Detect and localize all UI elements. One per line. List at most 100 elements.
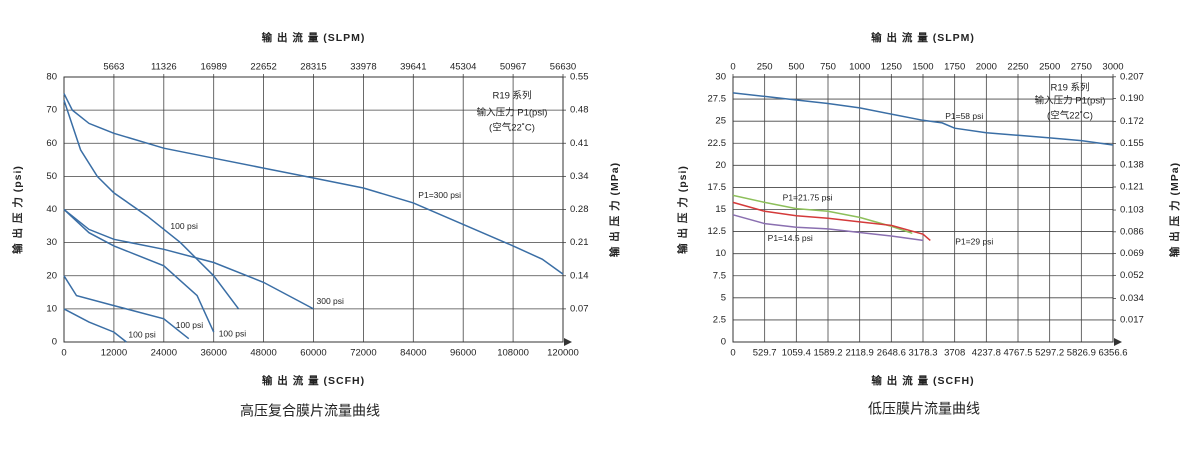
x-tick-label: 2648.6	[877, 348, 906, 359]
y-tick-label: 40	[46, 204, 57, 215]
x2-tick-label: 2500	[1039, 62, 1060, 73]
y2-tick-label: 0.28	[570, 204, 589, 215]
x-tick-label: 3178.3	[908, 348, 937, 359]
x-tick-label: 96000	[450, 348, 476, 359]
x2-tick-label: 2250	[1007, 62, 1028, 73]
plot-frame	[732, 76, 1114, 343]
x2-axis-title: 输 出 流 量 (SLPM)	[262, 31, 366, 44]
x-axis-title: 输 出 流 量 (SCFH)	[871, 374, 974, 387]
series-label: P1=58 psi	[945, 111, 983, 121]
x2-tick-label: 2750	[1071, 62, 1092, 73]
chart-caption: 低压膜片流量曲线	[868, 401, 980, 417]
y-tick-label: 20	[715, 160, 726, 171]
x-tick-label: 108000	[497, 348, 529, 359]
x2-tick-label: 1000	[849, 62, 870, 73]
y-tick-label: 7.5	[713, 270, 726, 281]
legend-note: (空气22˚C)	[1047, 110, 1093, 122]
y2-tick-label: 0.14	[570, 270, 589, 281]
x2-tick-label: 11326	[151, 62, 177, 73]
series-label: P1=14.5 psi	[768, 233, 813, 243]
y-tick-label: 5	[721, 292, 726, 303]
y-tick-label: 0	[52, 337, 57, 348]
x-axis-title: 输 出 流 量 (SCFH)	[262, 374, 365, 387]
y-tick-label: 27.5	[708, 94, 727, 105]
x2-tick-label: 5663	[103, 62, 124, 73]
y2-tick-label: 0.41	[570, 138, 589, 149]
axis-arrow	[1114, 338, 1122, 346]
legend-note: 输入压力 P1(psi)	[477, 107, 548, 119]
x2-tick-label: 1500	[912, 62, 933, 73]
y-tick-label: 15	[715, 204, 726, 215]
y-tick-label: 0	[721, 337, 726, 348]
series-line	[63, 99, 240, 310]
series-line	[63, 308, 127, 343]
x-tick-label: 4237.8	[972, 348, 1001, 359]
x2-axis-title: 输 出 流 量 (SLPM)	[871, 31, 975, 44]
x-tick-label: 6356.6	[1098, 348, 1127, 359]
chart-caption: 高压复合膜片流量曲线	[240, 403, 380, 419]
y-tick-label: 60	[46, 138, 57, 149]
x-tick-label: 4767.5	[1003, 348, 1032, 359]
series-line	[732, 194, 913, 235]
x2-tick-label: 28315	[300, 62, 326, 73]
legend-note: R19 系列	[492, 90, 531, 102]
y2-tick-label: 0.21	[570, 237, 589, 248]
x-tick-label: 5297.2	[1035, 348, 1064, 359]
x-tick-label: 3708	[944, 348, 965, 359]
series-line	[63, 93, 564, 275]
y2-tick-label: 0.207	[1120, 71, 1144, 82]
y-tick-label: 22.5	[708, 138, 727, 149]
y-tick-label: 50	[46, 171, 57, 182]
y2-tick-label: 0.190	[1120, 93, 1144, 104]
x2-tick-label: 3000	[1102, 62, 1123, 73]
x2-tick-label: 500	[788, 62, 804, 73]
y-tick-label: 20	[46, 270, 57, 281]
x-tick-label: 0	[730, 348, 735, 359]
y-tick-label: 25	[715, 116, 726, 127]
x-tick-label: 72000	[350, 348, 376, 359]
x-tick-label: 2118.9	[845, 348, 873, 359]
y2-tick-label: 0.48	[570, 105, 589, 116]
x2-tick-label: 0	[730, 62, 735, 73]
y-axis-title: 输 出 压 力 (psi)	[676, 165, 689, 254]
series-line	[63, 275, 190, 340]
y2-tick-label: 0.121	[1120, 181, 1144, 192]
series-label: 300 psi	[317, 296, 345, 306]
x2-tick-label: 750	[820, 62, 836, 73]
x-tick-label: 12000	[101, 348, 127, 359]
y-axis-title: 输 出 压 力 (psi)	[11, 165, 24, 254]
y2-tick-label: 0.07	[570, 303, 589, 314]
legend-note: (空气22˚C)	[489, 122, 535, 134]
y2-tick-label: 0.34	[570, 171, 589, 182]
x-tick-label: 36000	[200, 348, 226, 359]
series-line	[63, 208, 215, 333]
series-label: 100 psi	[176, 320, 204, 330]
x-tick-label: 1059.4	[782, 348, 811, 359]
y2-tick-label: 0.017	[1120, 315, 1144, 326]
x2-tick-label: 250	[757, 62, 773, 73]
x2-tick-label: 2000	[976, 62, 997, 73]
y-tick-label: 10	[715, 248, 726, 259]
series-label: 100 psi	[128, 329, 156, 339]
series-line	[732, 214, 924, 242]
y-tick-label: 80	[46, 72, 57, 83]
y-tick-label: 10	[46, 303, 57, 314]
series-label: P1=21.75 psi	[783, 193, 833, 203]
series-line	[732, 92, 1114, 146]
series-label: P1=29 psi	[955, 237, 993, 247]
y2-tick-label: 0.103	[1120, 205, 1144, 216]
y2-tick-label: 0.069	[1120, 248, 1144, 259]
series-label: 100 psi	[219, 328, 247, 338]
series-line	[63, 208, 314, 310]
y-tick-label: 30	[715, 72, 726, 83]
y2-tick-label: 0.034	[1120, 293, 1144, 304]
x-tick-label: 5826.9	[1067, 348, 1096, 359]
x2-tick-label: 22652	[250, 62, 276, 73]
x-tick-label: 0	[61, 348, 66, 359]
x2-tick-label: 1250	[881, 62, 902, 73]
x2-tick-label: 56630	[550, 62, 576, 73]
x2-tick-label: 16989	[200, 62, 226, 73]
series-label: P1=300 psi	[418, 190, 461, 200]
x-tick-label: 48000	[250, 348, 276, 359]
legend-note: 输入压力 P1(psi)	[1035, 95, 1106, 107]
